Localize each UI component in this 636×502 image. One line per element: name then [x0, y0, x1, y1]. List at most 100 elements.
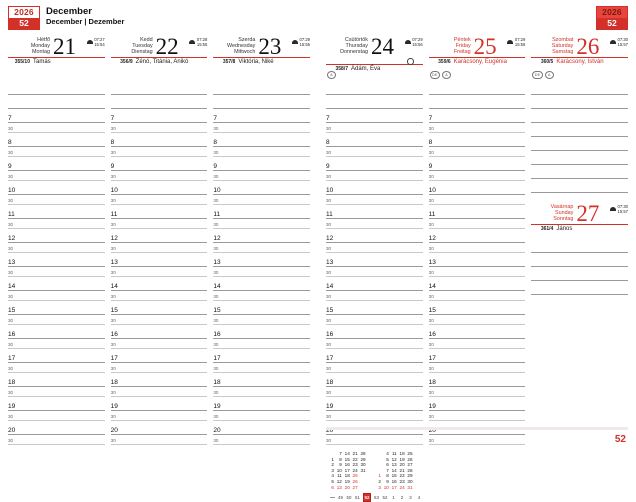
note-line[interactable] — [110, 95, 208, 109]
half-hour-row-12[interactable]: 30 — [428, 243, 526, 253]
half-hour-row-7[interactable]: 30 — [326, 123, 423, 133]
week-number-4[interactable]: 4 — [417, 495, 421, 501]
hour-row-7[interactable]: 7 — [8, 109, 105, 123]
hour-row-11[interactable]: 11 — [213, 205, 311, 219]
half-hour-row-20[interactable]: 30 — [110, 435, 208, 445]
hour-row-12[interactable]: 12 — [326, 229, 423, 243]
half-hour-row-13[interactable]: 30 — [213, 267, 311, 277]
hour-row-19[interactable]: 19 — [110, 397, 208, 411]
hour-row-16[interactable]: 16 — [326, 325, 423, 339]
hour-row-9[interactable]: 9 — [213, 157, 311, 171]
note-line[interactable] — [213, 95, 311, 109]
mini-day-cell[interactable]: 24 — [399, 484, 405, 490]
hour-row-8[interactable]: 8 — [428, 133, 526, 147]
half-hour-row-8[interactable]: 30 — [428, 147, 526, 157]
mini-day-cell[interactable]: 31 — [407, 484, 413, 490]
hour-row-13[interactable]: 13 — [326, 253, 423, 267]
note-line[interactable] — [531, 109, 629, 123]
hour-grid[interactable]: 7 30 8 30 9 30 10 30 11 30 12 30 13 30 14 30 15 30 16 30 17 3… — [428, 81, 526, 445]
mini-day-cell[interactable]: 13 — [336, 484, 342, 490]
half-hour-row-18[interactable]: 30 — [428, 387, 526, 397]
hour-row-17[interactable]: 17 — [110, 349, 208, 363]
hour-row-17[interactable]: 17 — [326, 349, 423, 363]
hour-row-10[interactable]: 10 — [213, 181, 311, 195]
hour-row-10[interactable]: 10 — [8, 181, 105, 195]
hour-row-15[interactable]: 15 — [110, 301, 208, 315]
hour-grid[interactable]: 7 30 8 30 9 30 10 30 11 30 12 30 13 30 14 30 15 30 16 30 17 3… — [8, 81, 105, 445]
half-hour-row-20[interactable]: 30 — [428, 435, 526, 445]
note-line[interactable] — [326, 81, 423, 95]
hour-row-16[interactable]: 16 — [8, 325, 105, 339]
hour-row-7[interactable]: 7 — [110, 109, 208, 123]
week-number-51[interactable]: 51 — [355, 495, 360, 501]
hour-row-19[interactable]: 19 — [8, 397, 105, 411]
hour-row-20[interactable]: 20 — [213, 421, 311, 435]
half-hour-row-17[interactable]: 30 — [8, 363, 105, 373]
hour-row-8[interactable]: 8 — [326, 133, 423, 147]
hour-row-18[interactable]: 18 — [213, 373, 311, 387]
mini-day-cell[interactable] — [359, 485, 367, 491]
hour-row-18[interactable]: 18 — [8, 373, 105, 387]
hour-row-17[interactable]: 17 — [213, 349, 311, 363]
hour-row-16[interactable]: 16 — [428, 325, 526, 339]
hour-row-17[interactable]: 17 — [428, 349, 526, 363]
half-hour-row-12[interactable]: 30 — [213, 243, 311, 253]
hour-row-18[interactable]: 18 — [326, 373, 423, 387]
half-hour-row-14[interactable]: 30 — [110, 291, 208, 301]
hour-row-12[interactable]: 12 — [428, 229, 526, 243]
half-hour-row-17[interactable]: 30 — [326, 363, 423, 373]
hour-row-19[interactable]: 19 — [428, 397, 526, 411]
hour-row-7[interactable]: 7 — [326, 109, 423, 123]
half-hour-row-10[interactable]: 30 — [8, 195, 105, 205]
hour-grid[interactable]: 7 30 8 30 9 30 10 30 11 30 12 30 13 30 14 30 15 30 16 30 17 3… — [213, 81, 311, 445]
mini-day-cell[interactable]: 27 — [352, 484, 358, 490]
half-hour-row-9[interactable]: 30 — [213, 171, 311, 181]
hour-row-18[interactable]: 18 — [110, 373, 208, 387]
half-hour-row-17[interactable]: 30 — [110, 363, 208, 373]
note-line[interactable] — [428, 81, 526, 95]
holiday-marker-A[interactable]: A — [327, 70, 336, 79]
half-hour-row-12[interactable]: 30 — [326, 243, 423, 253]
half-hour-row-16[interactable]: 30 — [213, 339, 311, 349]
half-hour-row-19[interactable]: 30 — [8, 411, 105, 421]
holiday-marker-DE[interactable]: DE — [429, 70, 441, 79]
half-hour-row-11[interactable]: 30 — [110, 219, 208, 229]
hour-row-13[interactable]: 13 — [428, 253, 526, 267]
half-hour-row-15[interactable]: 30 — [428, 315, 526, 325]
note-line[interactable] — [531, 239, 629, 253]
note-line[interactable] — [8, 95, 105, 109]
half-hour-row-10[interactable]: 30 — [213, 195, 311, 205]
week-number-50[interactable]: 50 — [346, 495, 352, 501]
hour-row-9[interactable]: 9 — [326, 157, 423, 171]
half-hour-row-16[interactable]: 30 — [8, 339, 105, 349]
hour-row-15[interactable]: 15 — [428, 301, 526, 315]
half-hour-row-17[interactable]: 30 — [428, 363, 526, 373]
hour-row-12[interactable]: 12 — [213, 229, 311, 243]
half-hour-row-10[interactable]: 30 — [110, 195, 208, 205]
half-hour-row-11[interactable]: 30 — [326, 219, 423, 229]
hour-row-8[interactable]: 8 — [110, 133, 208, 147]
note-line[interactable] — [531, 151, 629, 165]
half-hour-row-18[interactable]: 30 — [110, 387, 208, 397]
note-line[interactable] — [531, 165, 629, 179]
week-number-49[interactable]: 49 — [338, 495, 343, 501]
hour-grid[interactable]: 7 30 8 30 9 30 10 30 11 30 12 30 13 30 14 30 15 30 16 30 17 3… — [326, 81, 423, 445]
note-line[interactable] — [531, 81, 629, 95]
half-hour-row-11[interactable]: 30 — [8, 219, 105, 229]
hour-row-13[interactable]: 13 — [8, 253, 105, 267]
week-number-52[interactable]: 52 — [363, 493, 371, 502]
half-hour-row-11[interactable]: 30 — [428, 219, 526, 229]
half-hour-row-19[interactable]: 30 — [326, 411, 423, 421]
half-hour-row-13[interactable]: 30 — [428, 267, 526, 277]
hour-row-9[interactable]: 9 — [428, 157, 526, 171]
half-hour-row-9[interactable]: 30 — [8, 171, 105, 181]
hour-row-7[interactable]: 7 — [213, 109, 311, 123]
half-hour-row-20[interactable]: 30 — [8, 435, 105, 445]
half-hour-row-13[interactable]: 30 — [326, 267, 423, 277]
hour-row-15[interactable]: 15 — [213, 301, 311, 315]
hour-row-14[interactable]: 14 — [428, 277, 526, 291]
hour-row-15[interactable]: 15 — [8, 301, 105, 315]
note-line[interactable] — [531, 267, 629, 281]
half-hour-row-12[interactable]: 30 — [110, 243, 208, 253]
half-hour-row-11[interactable]: 30 — [213, 219, 311, 229]
